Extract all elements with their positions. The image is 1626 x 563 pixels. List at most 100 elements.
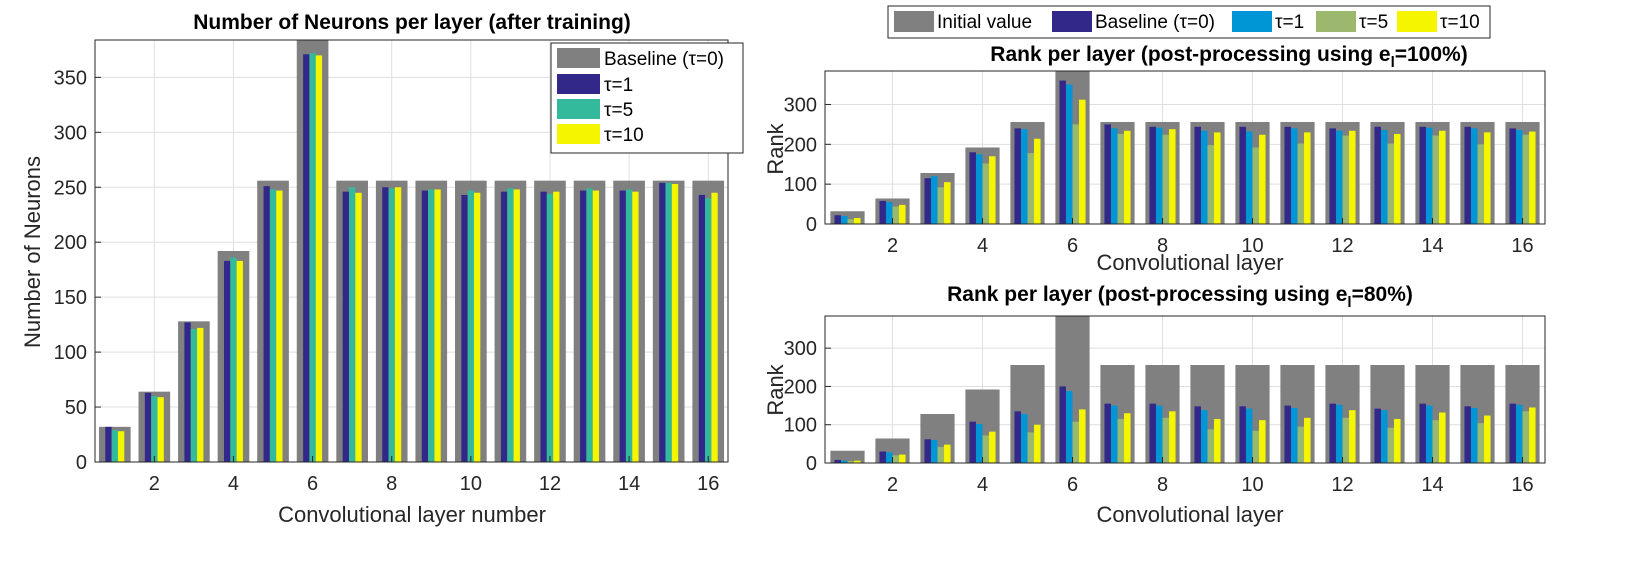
legend-entry-tau1: τ=1 <box>1232 11 1304 33</box>
bar-tau1 <box>1155 127 1163 224</box>
bar-baseline <box>263 186 270 462</box>
x-axis-label: Convolutional layer <box>1096 250 1283 275</box>
bar-tau10 <box>1349 130 1356 224</box>
y-tick-label: 350 <box>54 67 87 89</box>
bar-tau10 <box>1079 99 1086 224</box>
bar-tau10 <box>1484 415 1491 463</box>
bar-tau5 <box>1252 430 1260 463</box>
bar-tau10 <box>632 191 639 462</box>
bar-tau5 <box>1207 429 1215 463</box>
x-tick-label: 16 <box>1511 235 1533 257</box>
bar-baseline <box>105 426 112 462</box>
bar-tau10 <box>117 431 125 462</box>
bar-baseline <box>461 194 468 462</box>
bar-baseline <box>1419 126 1426 224</box>
bar-tau10 <box>1034 138 1041 224</box>
bar-tau1 <box>1110 128 1118 224</box>
bar-tau10 <box>854 218 861 224</box>
chart-title-subscript: l <box>1347 294 1351 311</box>
bar-tau5 <box>937 187 945 224</box>
bars <box>830 71 1540 224</box>
bar-tau1 <box>1200 130 1208 224</box>
bar-tau5 <box>1432 420 1440 463</box>
bar-tau1 <box>840 460 848 463</box>
bar-tau10 <box>592 190 600 462</box>
y-tick-labels: 0 100 200 300 <box>784 338 831 475</box>
bar-tau1 <box>840 216 848 224</box>
rank-80-chart: 0 100 200 300 2 4 6 8 10 12 14 16 Rank per layer (… <box>763 283 1546 527</box>
bar-tau10 <box>899 204 906 224</box>
y-tick-labels: 0 100 200 300 <box>784 94 831 236</box>
x-tick-label: 12 <box>1331 235 1353 257</box>
bar-tau1 <box>885 452 893 463</box>
chart-title: Rank per layer (post-processing using el… <box>947 283 1413 311</box>
bar-tau10 <box>394 187 402 462</box>
bar-baseline <box>924 439 931 463</box>
bar-tau5 <box>1072 124 1080 224</box>
bar-tau10 <box>236 260 243 462</box>
bar-left_tau5 <box>467 190 475 462</box>
bar-baseline <box>1509 128 1516 224</box>
bar-baseline <box>144 392 152 462</box>
bar-tau10 <box>1034 424 1041 463</box>
bar-left_tau5 <box>190 329 198 462</box>
bar-baseline <box>1014 128 1021 224</box>
bar-tau10 <box>1169 411 1176 463</box>
bar-tau1 <box>885 202 893 224</box>
bar-tau1 <box>1245 131 1253 224</box>
bar-tau10 <box>1214 132 1221 224</box>
bar-tau1 <box>1515 404 1523 463</box>
bar-baseline <box>834 459 841 463</box>
x-tick-label: 14 <box>1421 235 1443 257</box>
x-tick-label: 4 <box>228 473 239 495</box>
bar-left_tau5 <box>428 189 435 462</box>
bar-baseline <box>969 152 976 224</box>
chart-title-end: =80%) <box>1352 283 1413 306</box>
bar-tau1 <box>1425 405 1433 463</box>
bar-baseline <box>223 260 231 462</box>
bar-tau10 <box>1304 132 1311 224</box>
bar-baseline <box>1149 126 1156 224</box>
x-axis-label: Convolutional layer <box>1096 502 1283 527</box>
bar-tau1 <box>1470 407 1478 463</box>
bar-tau1 <box>1380 129 1388 224</box>
bar-tau1 <box>1515 129 1523 224</box>
y-tick-label: 50 <box>65 397 87 419</box>
chart-title: Rank per layer (post-processing using el… <box>990 43 1467 71</box>
bar-baseline <box>1149 403 1156 463</box>
x-tick-label: 2 <box>887 474 898 496</box>
bar-tau5 <box>982 163 990 224</box>
bar-tau5 <box>1297 143 1305 224</box>
bar-tau10 <box>989 156 996 224</box>
legend-label-tau10: τ=10 <box>1440 12 1480 33</box>
bar-tau10 <box>1484 132 1491 224</box>
bar-baseline <box>1059 80 1066 224</box>
bar-tau5 <box>1117 418 1125 463</box>
y-tick-label: 100 <box>784 174 817 196</box>
legend-swatch-tau1 <box>1232 11 1272 32</box>
bar-tau10 <box>553 191 560 462</box>
legend-swatch-initial <box>894 11 934 32</box>
bar-tau10 <box>1529 407 1536 463</box>
bar-tau1 <box>1020 414 1028 463</box>
bar-baseline <box>1464 126 1471 224</box>
legend-entry-tau10: τ=10 <box>557 124 644 146</box>
x-tick-label: 6 <box>1067 474 1078 496</box>
x-tick-label: 10 <box>1241 474 1263 496</box>
bar-baseline <box>1239 406 1246 463</box>
x-tick-labels: 2 4 6 8 10 12 14 16 <box>887 218 1534 257</box>
bar-left_tau5 <box>665 182 672 462</box>
bar-tau5 <box>847 219 855 224</box>
bar-tau10 <box>944 182 951 224</box>
legend-entry-tau5: τ=5 <box>1316 11 1388 33</box>
legend-swatch-tau10 <box>1397 11 1437 32</box>
bar-left_tau5 <box>546 193 554 462</box>
legend-swatch-tau5 <box>557 99 600 119</box>
y-tick-label: 100 <box>54 342 87 364</box>
bar-baseline <box>1239 126 1246 224</box>
bar-tau5 <box>1342 417 1350 463</box>
chart-title-main: Rank per layer (post-processing using e <box>990 43 1390 66</box>
bar-tau10 <box>1304 417 1311 463</box>
bar-tau10 <box>197 327 204 462</box>
